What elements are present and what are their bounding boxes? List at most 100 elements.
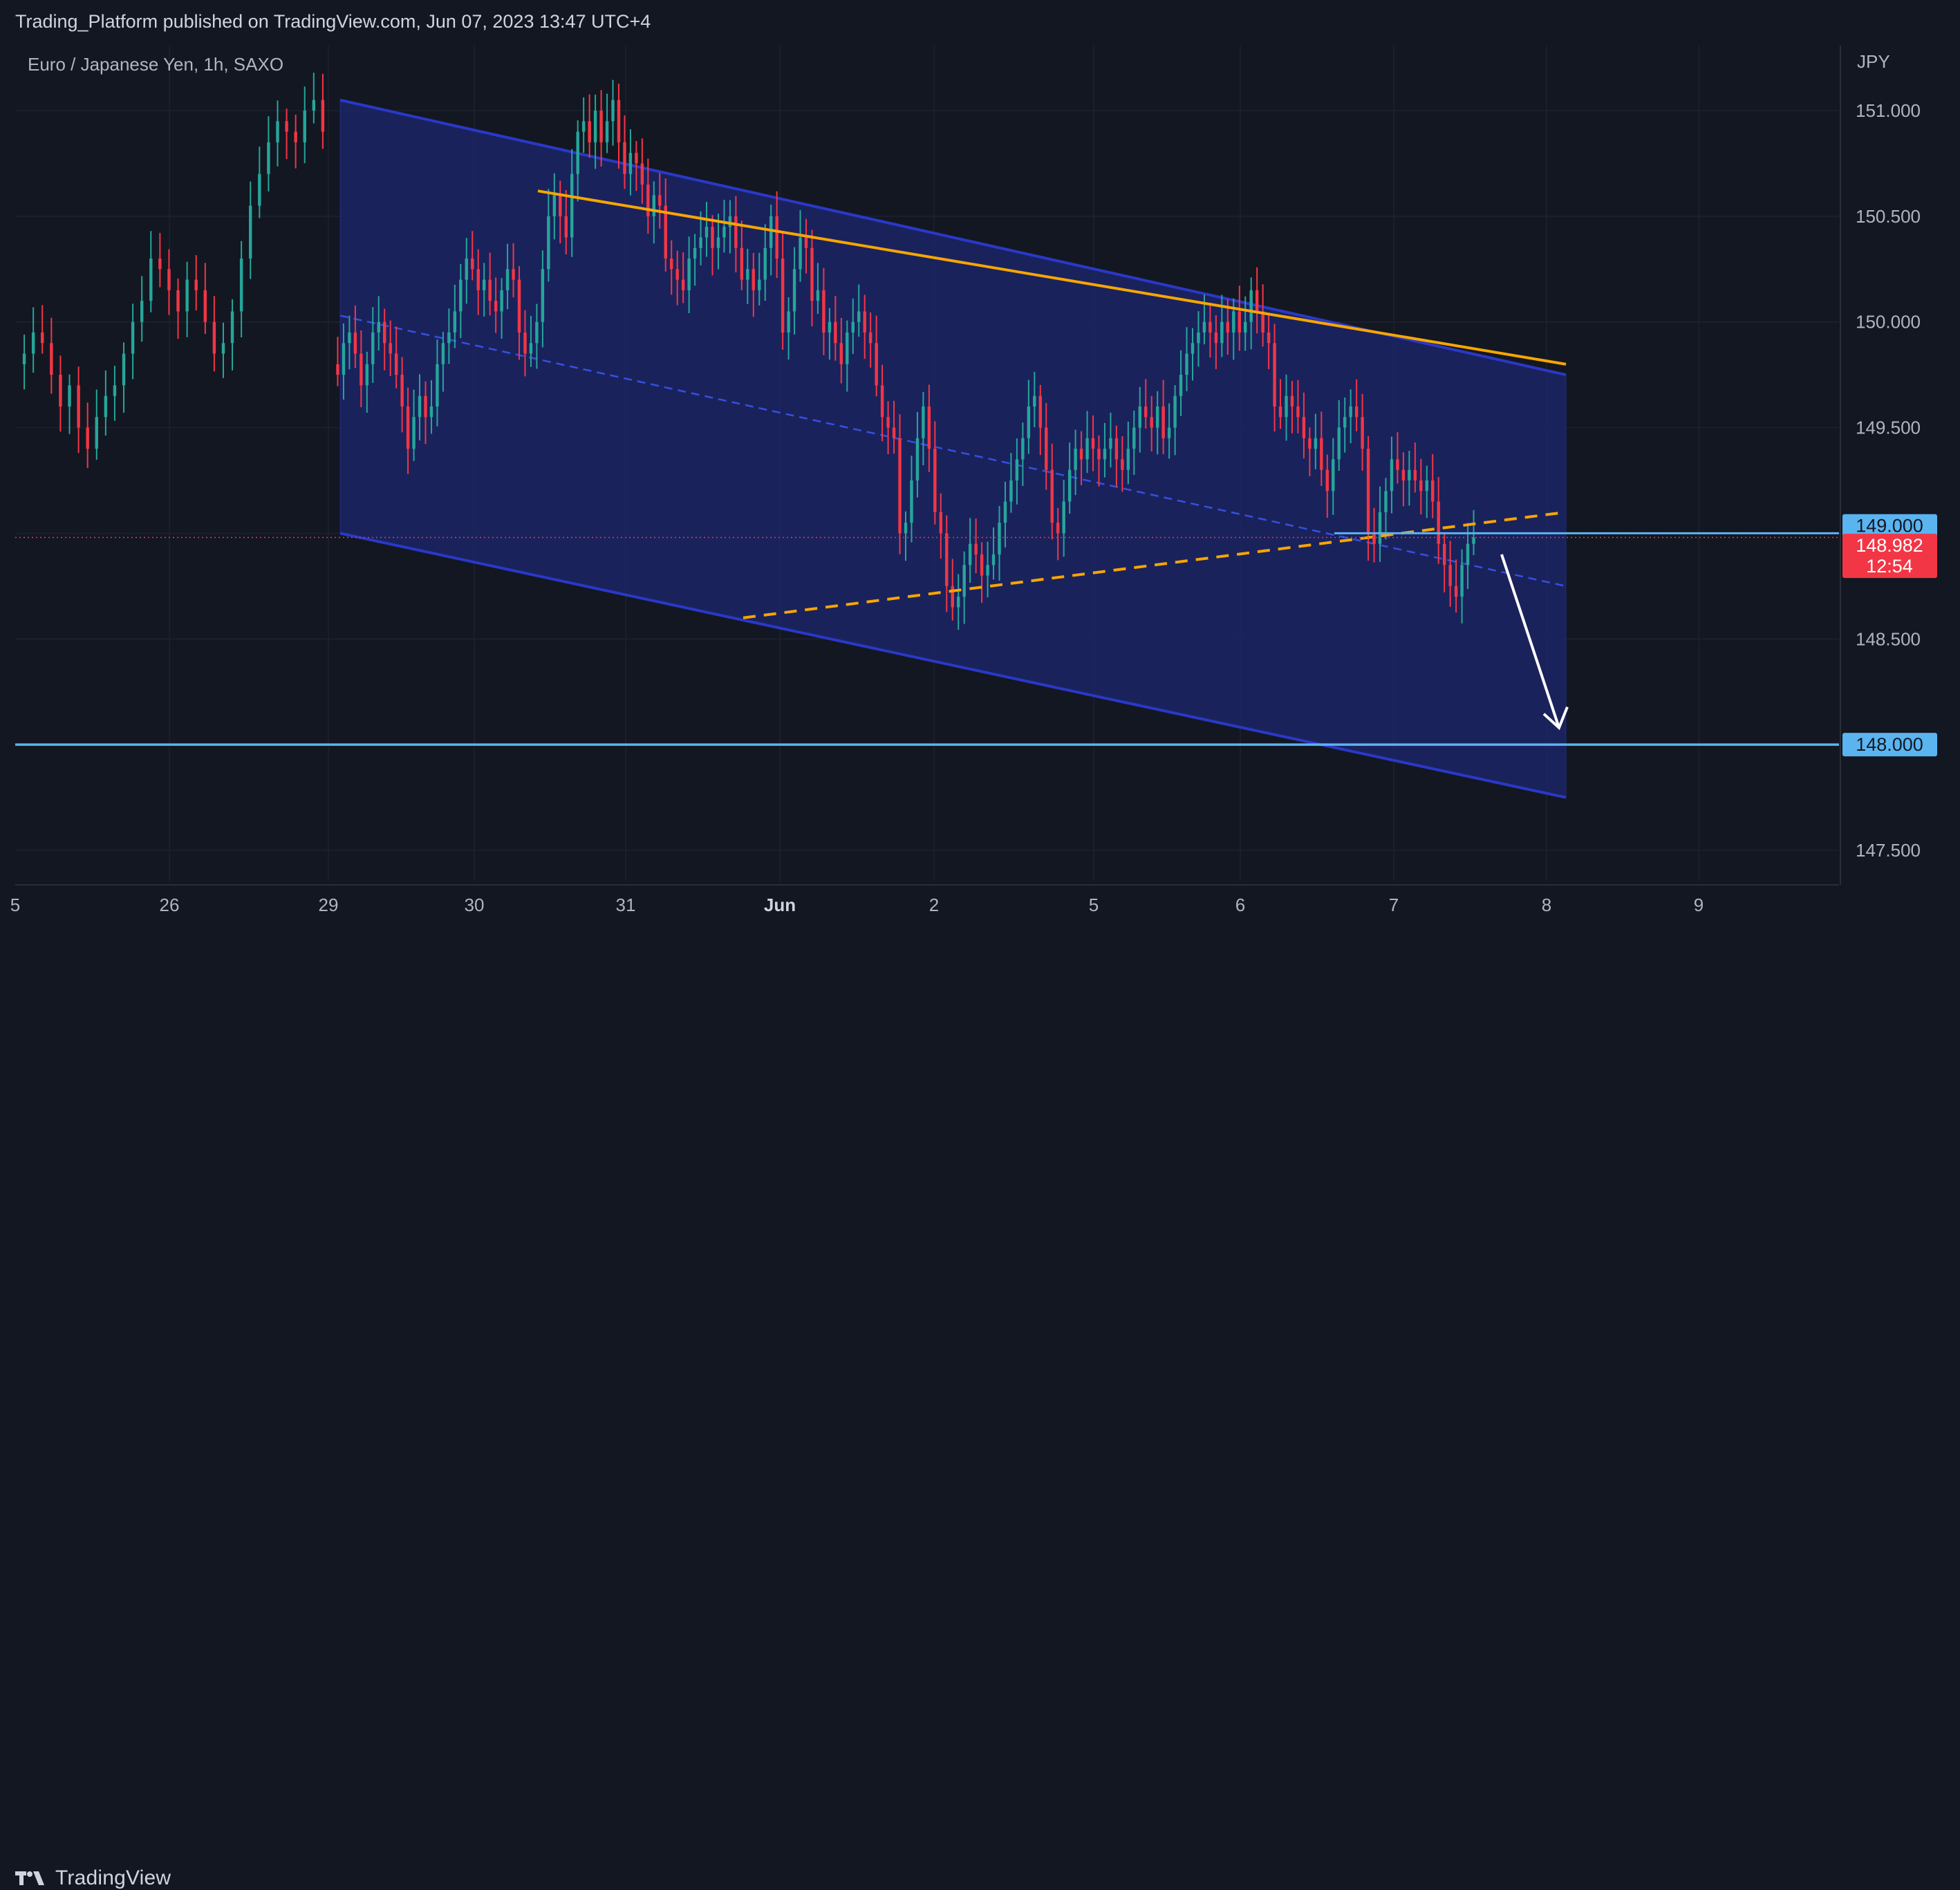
candle — [50, 343, 53, 375]
candle — [1366, 449, 1370, 534]
symbol-title[interactable]: Euro / Japanese Yen, 1h, SAXO — [28, 54, 284, 75]
candle — [59, 375, 62, 406]
candle — [699, 237, 702, 248]
candle — [875, 343, 878, 386]
currency-label: JPY — [1857, 51, 1890, 72]
candle — [623, 142, 626, 174]
candle — [1091, 438, 1095, 449]
candle — [1401, 469, 1406, 480]
candle — [1079, 449, 1083, 460]
candle — [1132, 427, 1136, 449]
candle — [617, 100, 621, 142]
candle — [915, 438, 920, 480]
last-price-label: 148.982 — [1856, 535, 1923, 556]
price-chart[interactable]: 151.000 150.500 150.000 149.500 148.500 147.5… — [0, 0, 1960, 980]
candle — [1138, 406, 1141, 428]
candle — [1442, 543, 1446, 565]
candle — [640, 163, 644, 185]
candle — [581, 121, 586, 132]
candle — [810, 247, 814, 301]
axes: 151.000 150.500 150.000 149.500 148.500 147.5… — [10, 46, 1937, 915]
candle — [1126, 449, 1130, 470]
candle — [857, 311, 861, 322]
candle — [1349, 406, 1352, 418]
tradingview-logo[interactable]: TradingView — [15, 1866, 171, 1890]
candle — [910, 480, 913, 523]
candle — [505, 269, 510, 290]
candle — [389, 343, 392, 354]
candle — [377, 321, 380, 333]
candle — [945, 533, 949, 586]
candle — [230, 311, 234, 344]
x-tick-label: 29 — [319, 895, 339, 915]
candle — [1290, 395, 1294, 406]
candle — [1144, 406, 1148, 418]
candle — [922, 406, 925, 438]
candle — [406, 406, 410, 449]
candle — [383, 321, 386, 344]
candle — [203, 290, 207, 322]
candle — [593, 111, 597, 142]
candle — [249, 205, 252, 259]
publish-header: Trading_Platform published on TradingVie… — [0, 0, 1960, 46]
candle — [342, 343, 346, 375]
candle — [488, 279, 492, 301]
y-tick-label: 149.500 — [1856, 418, 1921, 438]
footer: TradingView — [0, 926, 1960, 1889]
candle — [1185, 353, 1188, 375]
candle — [77, 385, 80, 428]
candle — [1413, 469, 1417, 480]
candle — [1238, 311, 1241, 333]
candle — [412, 417, 416, 449]
candle — [898, 438, 902, 534]
candle — [1372, 533, 1376, 544]
candle — [998, 523, 1001, 554]
candle — [559, 195, 562, 216]
candle — [140, 301, 144, 322]
candle — [471, 259, 474, 270]
candle — [1062, 501, 1065, 534]
candle — [86, 427, 89, 449]
candle — [371, 333, 375, 364]
candle — [523, 333, 527, 354]
candle — [628, 153, 633, 174]
candle — [1045, 427, 1048, 470]
candle — [670, 259, 673, 270]
chart-frame[interactable]: 151.000 150.500 150.000 149.500 148.500 147.5… — [0, 0, 1960, 980]
candle — [576, 131, 579, 174]
candle — [839, 343, 843, 364]
candle — [1103, 449, 1107, 460]
x-tick-label: 5 — [10, 895, 20, 915]
candle — [547, 216, 550, 270]
candle — [1337, 427, 1341, 460]
candle — [968, 543, 972, 565]
candle — [564, 216, 568, 238]
candle — [360, 353, 363, 386]
channel-fill — [340, 100, 1566, 798]
candle — [962, 565, 966, 597]
candle — [353, 333, 357, 354]
candle — [974, 543, 978, 554]
candle — [927, 406, 931, 449]
candle — [476, 269, 480, 290]
x-tick-label: 7 — [1389, 895, 1399, 915]
candle — [122, 353, 126, 386]
candle — [1361, 417, 1364, 449]
candle — [611, 100, 615, 122]
channel-mid-line — [339, 315, 1567, 588]
candle — [1320, 438, 1323, 470]
y-tick-label: 148.500 — [1856, 628, 1921, 649]
candle — [1085, 438, 1089, 460]
candle — [868, 333, 872, 344]
candle — [828, 321, 832, 333]
candle — [863, 311, 866, 333]
candle — [321, 100, 325, 132]
candle — [681, 279, 685, 290]
candle — [799, 237, 802, 270]
candle — [459, 279, 463, 312]
candle — [312, 100, 316, 111]
rising-support-line — [743, 510, 1567, 619]
candle — [792, 269, 796, 312]
candle — [365, 364, 369, 386]
candle — [512, 269, 515, 280]
